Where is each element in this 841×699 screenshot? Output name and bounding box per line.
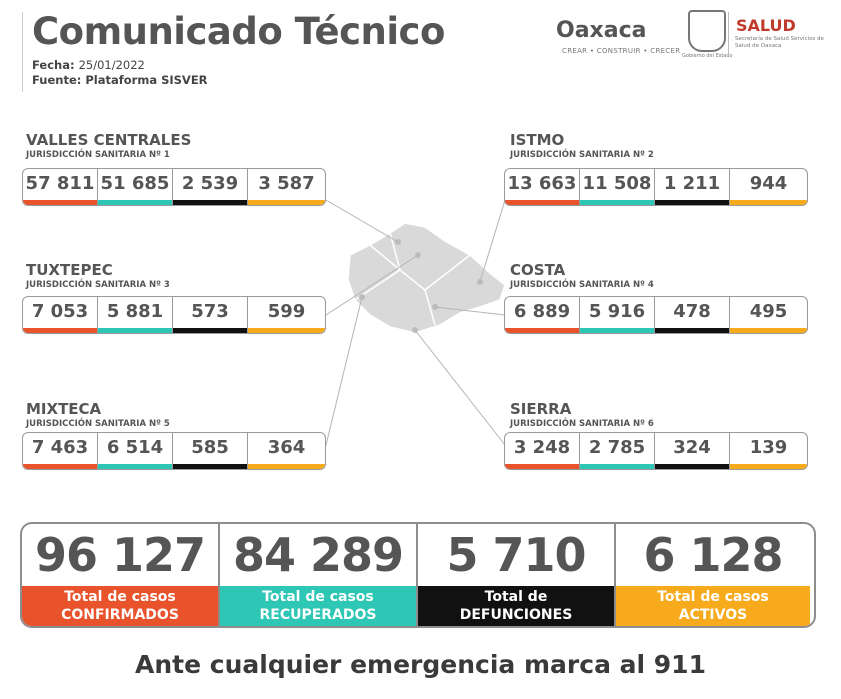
value-activos: 364 [248, 433, 325, 469]
region-border [389, 232, 436, 326]
salud-logo: SALUD [736, 16, 796, 35]
value-confirmados: 57 811 [23, 169, 98, 205]
oaxaca-logo-tagline: CREAR • CONSTRUIR • CRECER [562, 47, 681, 55]
total-recuperados: 84 289 Total de casos RECUPERADOS [220, 524, 418, 626]
total-value: 6 128 [643, 528, 783, 582]
region-values-box: 7 463 6 514 585 364 [22, 432, 326, 470]
total-confirmados: 96 127 Total de casos CONFIRMADOS [22, 524, 220, 626]
region-name: SIERRA [510, 400, 572, 418]
logo-separator [728, 12, 729, 56]
region-values-box: 7 053 5 881 573 599 [22, 296, 326, 334]
fecha-value: 25/01/2022 [78, 58, 145, 72]
total-label: Total de casos RECUPERADOS [220, 586, 416, 626]
region-jurisdiccion: JURISDICCIÓN SANITARIA Nº 3 [26, 280, 170, 290]
value-activos: 944 [730, 169, 807, 205]
total-label: Total de casos CONFIRMADOS [22, 586, 218, 626]
fuente-label: Fuente: [32, 73, 82, 87]
value-defunciones: 324 [655, 433, 730, 469]
fuente-line: Fuente: Plataforma SISVER [32, 73, 208, 87]
total-value: 96 127 [34, 528, 206, 582]
region-name: VALLES CENTRALES [26, 131, 192, 149]
value-recuperados: 5 916 [580, 297, 655, 333]
header-divider [22, 12, 23, 92]
total-label: Total de DEFUNCIONES [418, 586, 614, 626]
region-name: TUXTEPEC [26, 261, 113, 279]
region-name: COSTA [510, 261, 566, 279]
total-defunciones: 5 710 Total de DEFUNCIONES [418, 524, 616, 626]
total-value: 5 710 [446, 528, 586, 582]
page-title: Comunicado Técnico [32, 10, 445, 53]
fecha-line: Fecha: 25/01/2022 [32, 58, 145, 72]
region-jurisdiccion: JURISDICCIÓN SANITARIA Nº 1 [26, 150, 170, 160]
fecha-label: Fecha: [32, 58, 75, 72]
total-activos: 6 128 Total de casos ACTIVOS [616, 524, 810, 626]
emergency-footer: Ante cualquier emergencia marca al 911 [135, 650, 706, 679]
state-seal-caption: Gobierno del Estado [682, 53, 733, 59]
region-border [424, 254, 471, 291]
region-jurisdiccion: JURISDICCIÓN SANITARIA Nº 6 [510, 419, 654, 429]
salud-logo-subtitle: Secretaría de Salud Servicios de Salud d… [735, 36, 824, 49]
region-values-box: 57 811 51 685 2 539 3 587 [22, 168, 326, 206]
oaxaca-logo: Oaxaca [556, 18, 647, 43]
value-defunciones: 573 [173, 297, 248, 333]
value-defunciones: 585 [173, 433, 248, 469]
region-values-box: 3 248 2 785 324 139 [504, 432, 808, 470]
value-confirmados: 7 463 [23, 433, 98, 469]
region-name: MIXTECA [26, 400, 102, 418]
total-label: Total de casos ACTIVOS [616, 586, 810, 626]
connector-line [414, 329, 506, 446]
value-recuperados: 51 685 [98, 169, 173, 205]
region-name: ISTMO [510, 131, 565, 149]
state-outline [347, 222, 506, 334]
value-recuperados: 11 508 [580, 169, 655, 205]
region-jurisdiccion: JURISDICCIÓN SANITARIA Nº 2 [510, 150, 654, 160]
fuente-value: Plataforma SISVER [85, 73, 208, 87]
value-activos: 139 [730, 433, 807, 469]
connector-line [325, 296, 363, 446]
value-defunciones: 1 211 [655, 169, 730, 205]
value-confirmados: 3 248 [505, 433, 580, 469]
value-recuperados: 2 785 [580, 433, 655, 469]
value-activos: 3 587 [248, 169, 325, 205]
connector-line [479, 199, 506, 283]
value-activos: 599 [248, 297, 325, 333]
value-confirmados: 6 889 [505, 297, 580, 333]
region-values-box: 13 663 11 508 1 211 944 [504, 168, 808, 206]
value-confirmados: 13 663 [505, 169, 580, 205]
value-confirmados: 7 053 [23, 297, 98, 333]
value-defunciones: 2 539 [173, 169, 248, 205]
region-values-box: 6 889 5 916 478 495 [504, 296, 808, 334]
totals-panel: 96 127 Total de casos CONFIRMADOS 84 289 … [20, 522, 816, 628]
region-jurisdiccion: JURISDICCIÓN SANITARIA Nº 4 [510, 280, 654, 290]
value-defunciones: 478 [655, 297, 730, 333]
region-jurisdiccion: JURISDICCIÓN SANITARIA Nº 5 [26, 419, 170, 429]
value-recuperados: 5 881 [98, 297, 173, 333]
state-seal-icon [688, 10, 726, 52]
connector-lines [325, 199, 506, 446]
oaxaca-map [347, 222, 506, 334]
connector-line [325, 199, 399, 243]
total-value: 84 289 [232, 528, 404, 582]
connector-line [325, 254, 419, 316]
value-recuperados: 6 514 [98, 433, 173, 469]
connector-line [434, 306, 506, 316]
value-activos: 495 [730, 297, 807, 333]
region-border [369, 244, 401, 271]
